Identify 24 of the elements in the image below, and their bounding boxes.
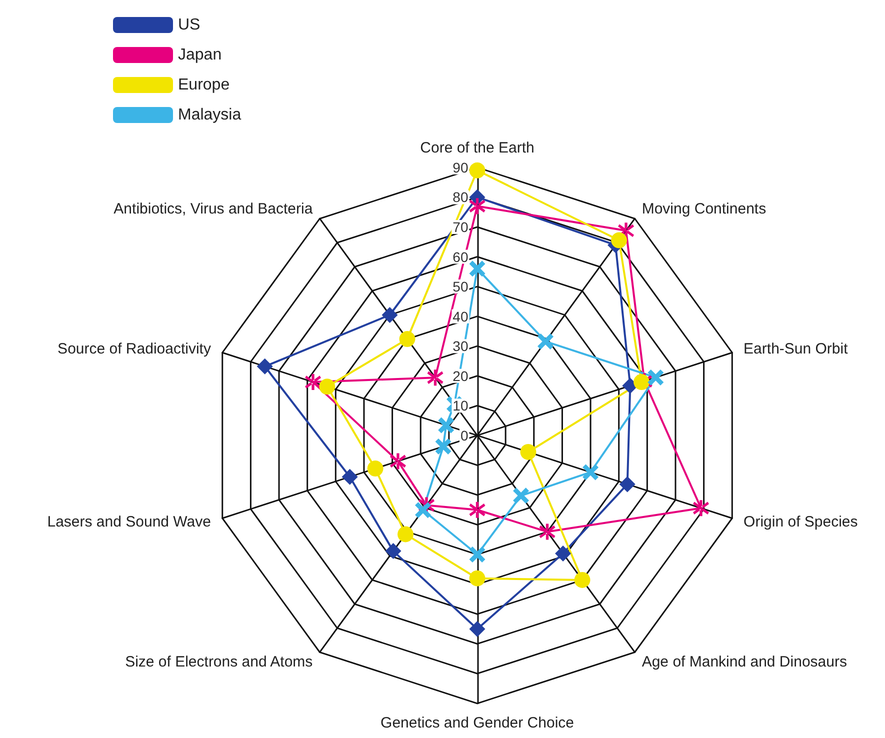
- spoke-label: Antibiotics, Virus and Bacteria: [114, 200, 314, 218]
- legend-label: Europe: [178, 76, 230, 94]
- spoke-label: Lasers and Sound Wave: [47, 513, 211, 530]
- spoke-label: Origin of Species: [744, 513, 858, 530]
- legend-label: Malaysia: [178, 106, 242, 124]
- y-tick-label: 60: [452, 248, 468, 265]
- spoke-label: Source of Radioactivity: [58, 340, 212, 358]
- y-tick-label: 90: [452, 159, 468, 176]
- y-tick-label: 10: [452, 398, 468, 414]
- spoke-label: Size of Electrons and Atoms: [125, 653, 313, 670]
- y-tick-label: 40: [452, 308, 468, 324]
- y-tick-label: 0: [460, 427, 468, 444]
- y-tick-label: 80: [452, 189, 468, 206]
- spoke-label: Moving Continents: [642, 200, 766, 218]
- legend-label: US: [178, 16, 200, 34]
- spoke-label: Age of Mankind and Dinosaurs: [642, 653, 847, 670]
- y-tick-label: 50: [452, 278, 468, 295]
- y-tick-label: 20: [452, 368, 468, 384]
- spoke-label: Core of the Earth: [420, 139, 534, 156]
- y-tick-label: 70: [452, 218, 468, 235]
- y-tick-label: 30: [452, 338, 468, 354]
- legend-label: Japan: [178, 46, 222, 64]
- spoke-label: Earth-Sun Orbit: [744, 340, 849, 358]
- spoke-label: Genetics and Gender Choice: [380, 714, 574, 732]
